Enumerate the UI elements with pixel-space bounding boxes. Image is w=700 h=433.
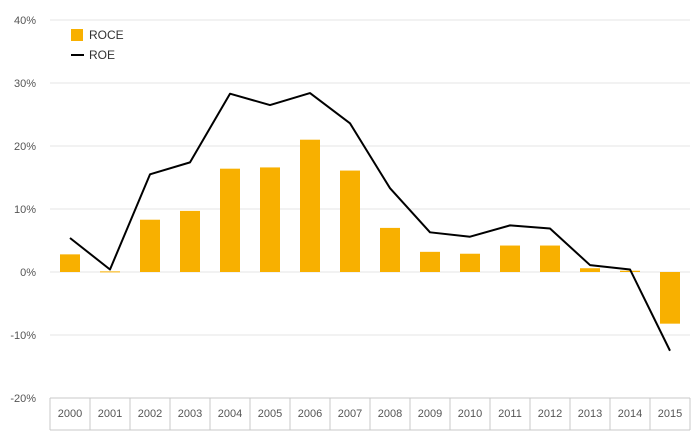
x-tick-label: 2006 — [298, 408, 322, 420]
x-tick-label: 2010 — [458, 408, 482, 420]
bar-roce-2011 — [500, 245, 520, 272]
x-axis: 2000 2001 2002 2003 2004 2005 2006 2007 2008 2009… — [49, 397, 691, 431]
x-tick-label: 2007 — [338, 408, 362, 420]
x-tick-label: 2004 — [218, 408, 242, 420]
y-tick-label: -10% — [10, 330, 36, 342]
bar-roce-2003 — [180, 210, 200, 272]
bar-roce-2007 — [340, 170, 360, 272]
x-tick-label: 2013 — [578, 408, 602, 420]
legend-swatch-roce — [71, 29, 83, 41]
bar-roce-2005 — [260, 167, 280, 272]
roce-bars — [60, 139, 680, 324]
bar-roce-2004 — [220, 168, 240, 272]
bar-roce-2006 — [300, 139, 320, 272]
legend: ROCE ROE — [71, 28, 124, 62]
x-tick-label: 2000 — [58, 408, 82, 420]
legend-label-roce: ROCE — [89, 28, 124, 42]
bar-roce-2010 — [460, 253, 480, 272]
x-tick-label: 2001 — [98, 408, 122, 420]
y-tick-label: 10% — [14, 204, 36, 216]
x-tick-label: 2003 — [178, 408, 202, 420]
y-tick-label: 30% — [14, 78, 36, 90]
y-axis-ticks: 40% 30% 20% 10% 0% -10% -20% — [10, 15, 36, 405]
x-tick-label: 2011 — [498, 408, 522, 420]
bar-roce-2015 — [660, 272, 680, 324]
roe-line — [69, 92, 671, 352]
x-tick-label: 2008 — [378, 408, 402, 420]
y-tick-label: -20% — [10, 393, 36, 405]
y-tick-label: 40% — [14, 15, 36, 27]
y-tick-label: 20% — [14, 141, 36, 153]
x-tick-label: 2014 — [618, 408, 642, 420]
x-tick-label: 2002 — [138, 408, 162, 420]
bar-roce-2008 — [380, 227, 400, 272]
roe-line-group — [69, 92, 671, 352]
bar-roce-2000 — [60, 254, 80, 272]
y-tick-label: 0% — [20, 267, 36, 279]
gridlines — [50, 19, 690, 336]
legend-label-roe: ROE — [89, 48, 115, 62]
x-tick-label: 2015 — [658, 408, 682, 420]
bar-roce-2009 — [420, 251, 440, 272]
bar-roce-2012 — [540, 245, 560, 272]
x-tick-label: 2012 — [538, 408, 562, 420]
bar-roce-2013 — [580, 268, 600, 272]
x-tick-label: 2009 — [418, 408, 442, 420]
bar-roce-2002 — [140, 219, 160, 272]
bar-roce-2001 — [100, 271, 120, 273]
x-tick-label: 2005 — [258, 408, 282, 420]
